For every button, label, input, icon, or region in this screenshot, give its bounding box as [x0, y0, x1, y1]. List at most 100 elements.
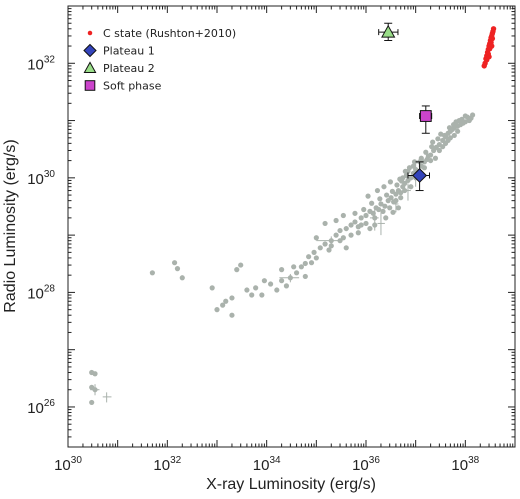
background-point [223, 298, 229, 304]
plot-area [89, 22, 497, 406]
background-point [352, 219, 358, 225]
c-state-rushton-2010-point [481, 63, 487, 69]
background-point [326, 247, 332, 253]
background-point [343, 225, 349, 232]
c-state-rushton-2010-point [489, 35, 496, 42]
background-point [89, 369, 95, 376]
background-point [171, 260, 178, 266]
background-point [355, 230, 361, 236]
background-point [249, 292, 255, 298]
background-point [363, 212, 369, 219]
background-point [393, 198, 399, 204]
background-point [313, 235, 319, 241]
background-point [398, 190, 404, 196]
background-point [382, 203, 388, 209]
background-point [261, 278, 267, 284]
background-point [149, 270, 155, 276]
legend-label-soft-phase: Soft phase [103, 80, 162, 93]
soft-phase-point [419, 110, 432, 122]
background-point [397, 176, 403, 182]
background-point [438, 131, 444, 137]
background-point [380, 208, 386, 214]
background-point [298, 264, 304, 270]
legend-label-c-state-rushton-2010: C state (Rushton+2010) [103, 27, 236, 40]
c-state-rushton-2010-point [490, 26, 497, 32]
background-point [398, 195, 404, 201]
legend: C state (Rushton+2010) Plateau 1 Plateau 2… [83, 27, 236, 93]
legend-label-plateau-2: Plateau 2 [103, 62, 155, 75]
background-point [311, 249, 317, 255]
background-point [372, 215, 378, 221]
background-point [365, 193, 371, 199]
background-point [377, 196, 383, 202]
background-point [423, 149, 429, 155]
background-point [238, 262, 244, 268]
background-point [348, 232, 354, 238]
background-point [244, 287, 250, 293]
c-state-rushton-2010-point [486, 54, 492, 60]
background-point [425, 153, 431, 159]
y-tick-label: 1030 [27, 169, 55, 188]
background-point [306, 254, 312, 260]
background-point [374, 187, 381, 194]
x-tick-label: 1030 [54, 455, 82, 474]
background-point [410, 163, 416, 169]
background-point [229, 312, 235, 318]
background-point [428, 157, 434, 164]
background-point [384, 192, 390, 198]
background-point [408, 184, 414, 190]
background-point [267, 281, 274, 287]
background-point [179, 275, 185, 281]
background-point [302, 273, 308, 280]
background-point [436, 147, 442, 154]
background-point [234, 267, 240, 273]
background-point [394, 182, 400, 188]
legend-marker-plateau-2 [83, 61, 97, 73]
y-axis-label: Radio Luminosity (erg/s) [2, 139, 19, 312]
background-point [381, 184, 387, 190]
background-point [358, 222, 364, 228]
legend-marker-plateau-1 [83, 43, 97, 58]
background-point [174, 266, 181, 272]
background-point [328, 238, 334, 244]
background-point [435, 136, 441, 142]
background-point [328, 243, 334, 249]
legend-marker-soft-phase [84, 80, 96, 91]
background-point [337, 238, 343, 244]
background-point [429, 144, 435, 150]
background-point [337, 227, 343, 234]
background-point [283, 283, 290, 289]
background-point [378, 201, 384, 207]
background-point [358, 215, 364, 221]
background-point [308, 260, 315, 266]
background-point [322, 220, 328, 227]
background-point [291, 264, 297, 270]
x-tick-label: 1036 [352, 455, 380, 474]
background-point [372, 222, 378, 228]
x-tick-label: 1034 [253, 455, 281, 474]
background-point [279, 267, 285, 273]
background-point [440, 144, 446, 150]
background-point [455, 128, 461, 134]
background-point [317, 245, 323, 251]
background-point [446, 125, 453, 131]
background-point [402, 187, 408, 194]
background-point [445, 137, 451, 144]
y-tick-label: 1026 [27, 398, 55, 417]
background-point [333, 232, 339, 238]
background-point [408, 175, 414, 181]
background-point [343, 245, 349, 251]
background-point [274, 287, 280, 293]
background-point [383, 215, 389, 221]
background-point [389, 188, 395, 194]
background-point [214, 307, 220, 313]
y-tick-label: 1032 [27, 54, 55, 73]
background-point [259, 292, 265, 298]
background-point [89, 384, 95, 390]
background-point [209, 285, 215, 291]
background-point [456, 117, 462, 124]
background-point [405, 168, 411, 174]
background-point [421, 165, 428, 171]
background-point [369, 200, 375, 206]
background-point [253, 285, 259, 291]
